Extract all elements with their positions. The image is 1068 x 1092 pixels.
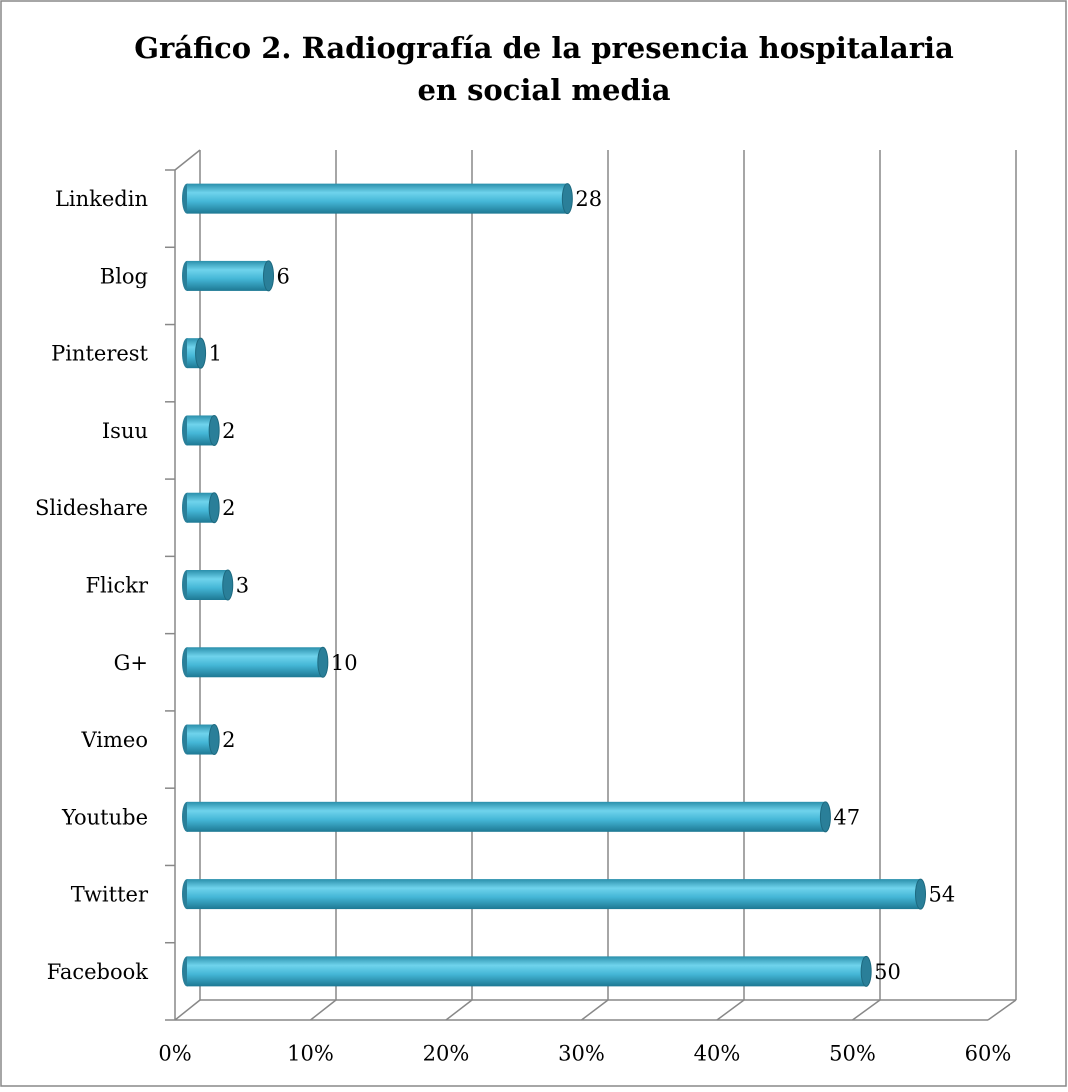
y-tick-label: Flickr bbox=[85, 574, 148, 598]
chart-title: Gráfico 2. Radiografía de la presencia h… bbox=[134, 31, 954, 65]
x-tick bbox=[987, 999, 1017, 1021]
y-tick-label: Pinterest bbox=[51, 342, 148, 366]
bar-cap bbox=[860, 955, 872, 987]
y-tick-label: Youtube bbox=[61, 805, 148, 829]
data-label: 54 bbox=[929, 883, 956, 907]
bar bbox=[187, 260, 269, 291]
y-tick-label: Blog bbox=[100, 264, 148, 288]
bar-cap bbox=[222, 569, 234, 601]
y-tick-label: Isuu bbox=[102, 419, 148, 443]
x-tick bbox=[174, 999, 201, 1021]
bar-cap bbox=[208, 492, 220, 524]
x-tick-label: 10% bbox=[287, 1042, 334, 1066]
x-tick-label: 50% bbox=[829, 1042, 876, 1066]
data-label: 2 bbox=[222, 496, 235, 520]
bar bbox=[187, 801, 826, 832]
bar-cap bbox=[195, 337, 207, 369]
y-tick-label: Twitter bbox=[71, 883, 149, 907]
x-tick bbox=[852, 999, 881, 1021]
bar-cap bbox=[561, 183, 573, 215]
data-label: 10 bbox=[331, 651, 358, 675]
y-tick-label: Slideshare bbox=[35, 496, 148, 520]
bar bbox=[187, 570, 228, 600]
chart-title: en social media bbox=[417, 73, 670, 107]
data-label: 1 bbox=[209, 342, 222, 366]
x-tick-label: 60% bbox=[965, 1042, 1012, 1066]
data-label: 2 bbox=[222, 728, 235, 752]
data-label: 47 bbox=[833, 805, 860, 829]
data-label: 3 bbox=[236, 574, 249, 598]
x-tick-label: 20% bbox=[423, 1042, 470, 1066]
y-tick-label: G+ bbox=[114, 651, 148, 675]
bar bbox=[187, 647, 323, 678]
bar bbox=[187, 183, 568, 214]
x-tick-label: 40% bbox=[694, 1042, 741, 1066]
data-label: 6 bbox=[277, 264, 290, 288]
data-label: 50 bbox=[874, 960, 901, 984]
x-tick-label: 30% bbox=[558, 1042, 605, 1066]
bar-cap bbox=[915, 878, 926, 910]
data-label: 28 bbox=[575, 187, 602, 211]
y-tick-label: Vimeo bbox=[81, 728, 149, 752]
data-label: 2 bbox=[222, 419, 235, 443]
x-tick bbox=[716, 999, 745, 1021]
x-tick-label: 0% bbox=[158, 1042, 191, 1066]
x-tick bbox=[445, 999, 473, 1021]
x-tick bbox=[581, 999, 609, 1021]
bar bbox=[187, 956, 867, 987]
y-tick-label: Facebook bbox=[47, 960, 149, 984]
bar-cap bbox=[208, 724, 220, 756]
y-tick-label: Linkedin bbox=[55, 187, 148, 211]
bar-cap bbox=[208, 414, 220, 446]
bar-cap bbox=[819, 801, 831, 833]
x-tick bbox=[310, 999, 337, 1021]
bar bbox=[187, 879, 921, 910]
bar-cap bbox=[263, 260, 274, 292]
bar-cap bbox=[317, 646, 329, 678]
